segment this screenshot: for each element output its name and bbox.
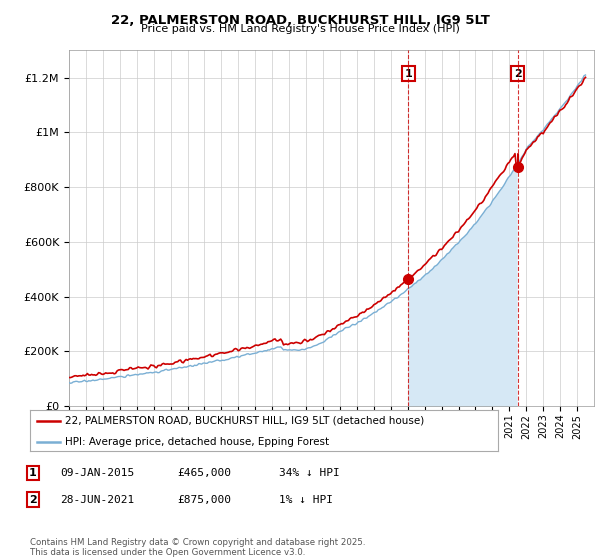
Text: 34% ↓ HPI: 34% ↓ HPI [279,468,340,478]
Text: Contains HM Land Registry data © Crown copyright and database right 2025.
This d: Contains HM Land Registry data © Crown c… [30,538,365,557]
Text: Price paid vs. HM Land Registry's House Price Index (HPI): Price paid vs. HM Land Registry's House … [140,24,460,34]
Text: £465,000: £465,000 [177,468,231,478]
Text: 1: 1 [29,468,37,478]
Text: 1: 1 [404,69,412,78]
Text: 2: 2 [29,494,37,505]
Text: 22, PALMERSTON ROAD, BUCKHURST HILL, IG9 5LT (detached house): 22, PALMERSTON ROAD, BUCKHURST HILL, IG9… [65,416,424,426]
Text: HPI: Average price, detached house, Epping Forest: HPI: Average price, detached house, Eppi… [65,437,329,447]
Text: £875,000: £875,000 [177,494,231,505]
Text: 2: 2 [514,69,521,78]
Text: 28-JUN-2021: 28-JUN-2021 [60,494,134,505]
Text: 1% ↓ HPI: 1% ↓ HPI [279,494,333,505]
Text: 09-JAN-2015: 09-JAN-2015 [60,468,134,478]
Text: 22, PALMERSTON ROAD, BUCKHURST HILL, IG9 5LT: 22, PALMERSTON ROAD, BUCKHURST HILL, IG9… [110,14,490,27]
